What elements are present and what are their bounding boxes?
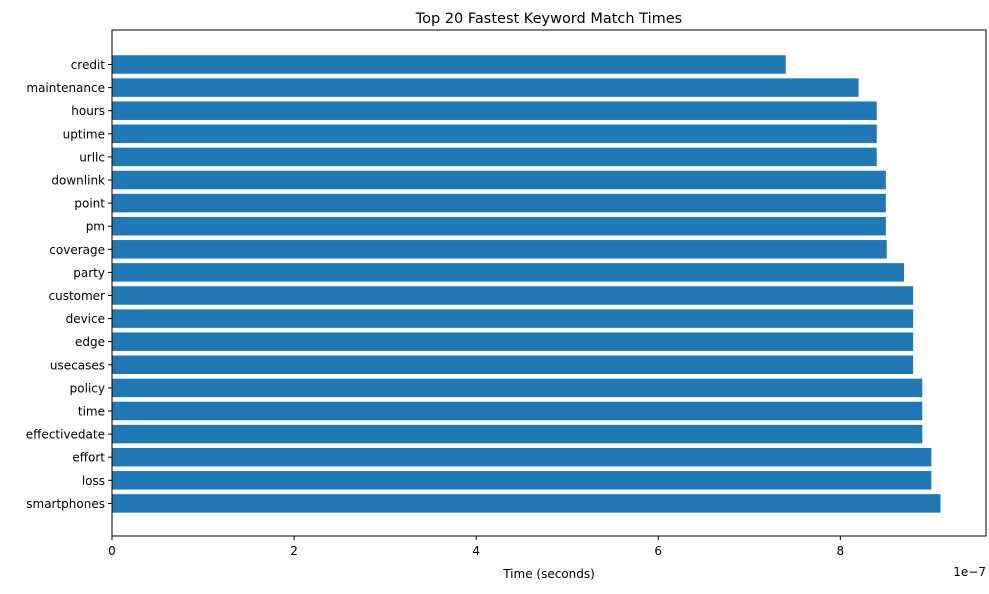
y-tick-label: smartphones xyxy=(26,497,105,511)
y-axis-ticks: credit maintenance hours uptime urllc downlin… xyxy=(26,58,112,511)
x-axis-ticks: 0 2 4 6 8 xyxy=(108,536,844,558)
bar-urllc xyxy=(112,147,877,167)
y-tick-label: edge xyxy=(75,335,105,349)
y-tick-label: time xyxy=(78,405,105,419)
bar-time xyxy=(112,401,923,421)
y-tick-label: party xyxy=(73,266,105,280)
y-tick-label: device xyxy=(66,312,105,326)
bar-device xyxy=(112,309,914,328)
bar-policy xyxy=(112,378,923,398)
y-tick-label: effort xyxy=(72,451,105,465)
y-tick-label: policy xyxy=(70,381,105,395)
x-tick-label: 8 xyxy=(837,544,845,558)
y-tick-label: loss xyxy=(82,474,105,488)
x-tick-label: 0 xyxy=(108,544,116,558)
y-tick-label: downlink xyxy=(51,174,105,188)
bar-maintenance xyxy=(112,78,859,97)
y-tick-label: coverage xyxy=(49,243,105,257)
chart-title: Top 20 Fastest Keyword Match Times xyxy=(415,11,682,27)
bar-uptime xyxy=(112,124,877,144)
bar-party xyxy=(112,263,905,282)
bar-credit xyxy=(112,55,786,74)
y-tick-label: credit xyxy=(71,58,106,72)
x-axis-scale-label: 1e−7 xyxy=(953,565,986,579)
bar-edge xyxy=(112,332,914,351)
y-tick-label: point xyxy=(74,197,105,211)
bar-customer xyxy=(112,286,914,305)
y-tick-label: effectivedate xyxy=(26,428,105,442)
y-tick-label: hours xyxy=(71,104,105,118)
y-tick-label: uptime xyxy=(63,127,105,141)
y-tick-label: maintenance xyxy=(26,81,105,95)
y-tick-label: pm xyxy=(86,220,105,234)
bar-hours xyxy=(112,101,877,120)
bar-coverage xyxy=(112,240,887,259)
bar-usecases xyxy=(112,355,914,375)
x-tick-label: 6 xyxy=(654,544,662,558)
bars-group xyxy=(112,55,941,513)
x-tick-label: 4 xyxy=(472,544,480,558)
bar-pm xyxy=(112,216,886,236)
y-tick-label: customer xyxy=(48,289,105,303)
plot-frame xyxy=(111,29,987,537)
bar-smartphones xyxy=(112,494,941,513)
bar-point xyxy=(112,193,886,213)
bar-effort xyxy=(112,447,932,467)
bar-downlink xyxy=(112,170,886,190)
x-axis-label: Time (seconds) xyxy=(502,567,595,581)
y-tick-label: urllc xyxy=(79,150,105,164)
bar-effectivedate xyxy=(112,424,923,444)
x-tick-label: 2 xyxy=(290,544,298,558)
bar-loss xyxy=(112,471,932,490)
y-tick-label: usecases xyxy=(50,358,105,372)
